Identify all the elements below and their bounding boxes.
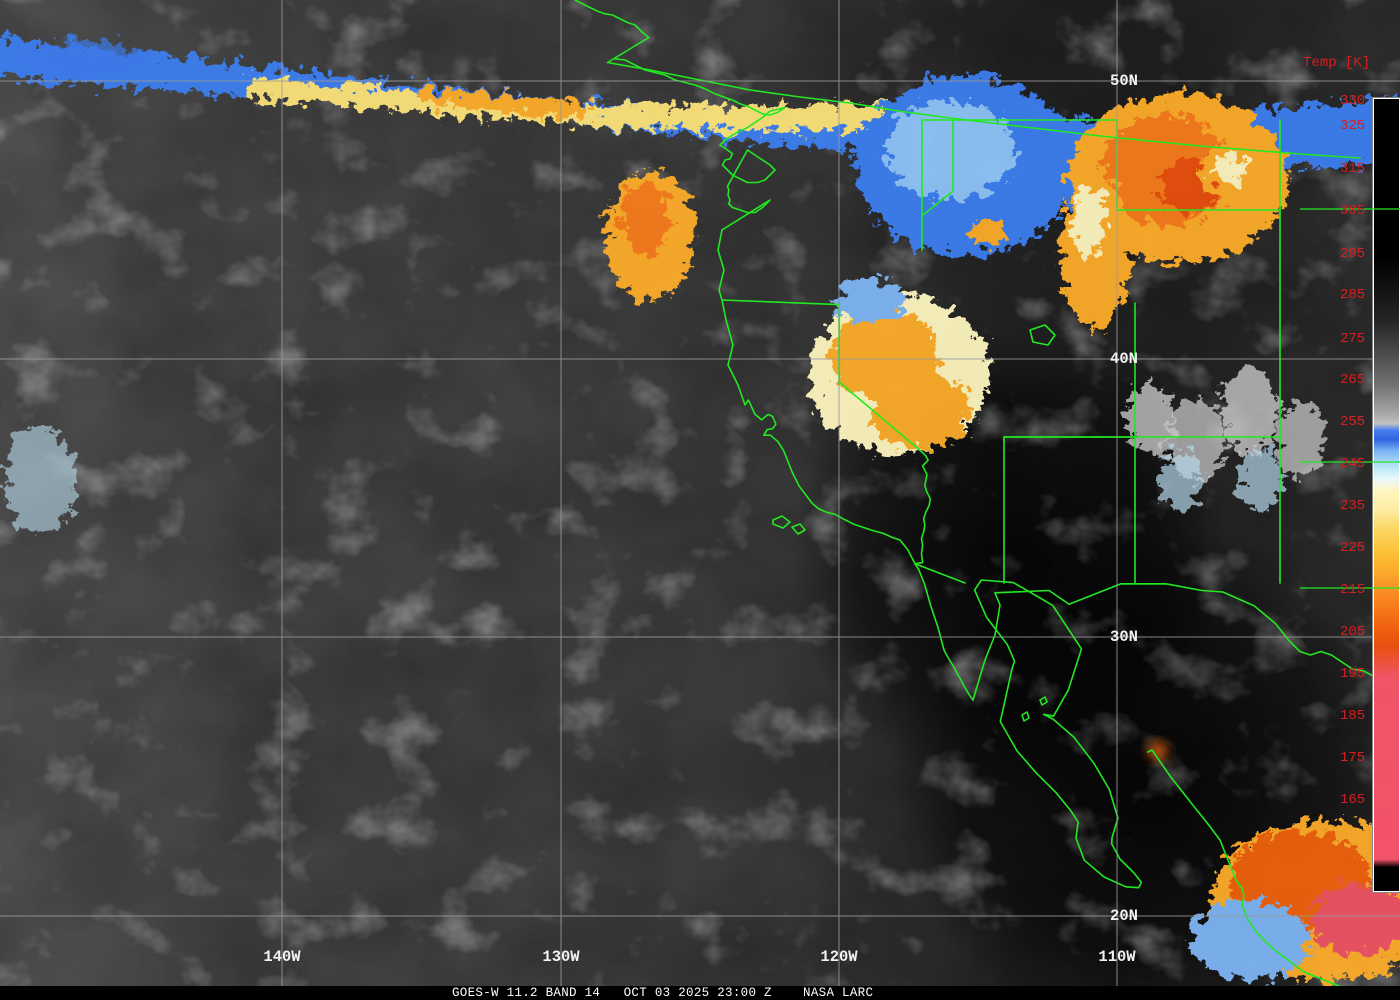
svg-text:315: 315 [1340,161,1365,177]
svg-text:235: 235 [1340,498,1365,514]
svg-text:275: 275 [1340,331,1365,347]
svg-text:195: 195 [1340,666,1365,682]
svg-text:205: 205 [1340,624,1365,640]
svg-text:175: 175 [1340,750,1365,766]
svg-text:165: 165 [1340,792,1365,808]
svg-text:215: 215 [1340,582,1365,598]
svg-text:185: 185 [1340,708,1365,724]
svg-text:255: 255 [1340,414,1365,430]
svg-text:305: 305 [1340,203,1365,219]
svg-text:325: 325 [1340,118,1365,134]
svg-text:Temp [K]: Temp [K] [1303,55,1370,71]
svg-text:225: 225 [1340,540,1365,556]
svg-text:265: 265 [1340,372,1365,388]
svg-text:285: 285 [1340,287,1365,303]
svg-text:330: 330 [1340,93,1365,109]
svg-text:245: 245 [1340,456,1365,472]
svg-text:295: 295 [1340,246,1365,262]
